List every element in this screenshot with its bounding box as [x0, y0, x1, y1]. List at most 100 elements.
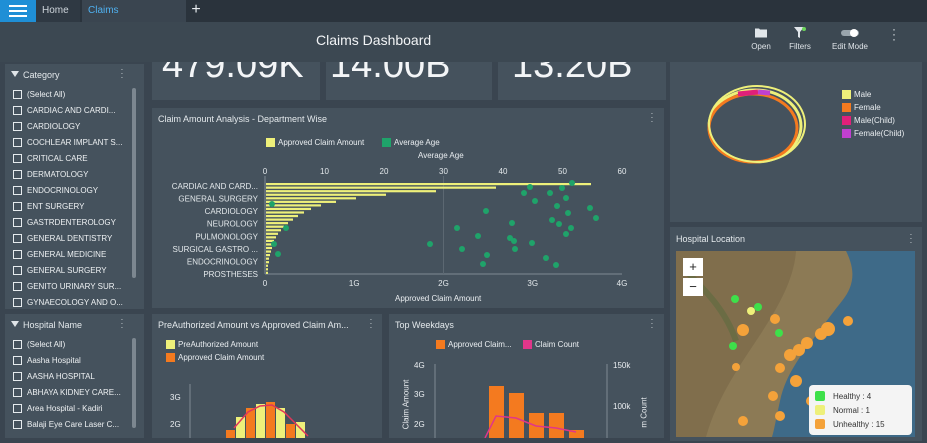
map-marker[interactable]	[754, 303, 762, 311]
filter-item[interactable]: ENT SURGERY	[13, 198, 131, 214]
category-menu-icon[interactable]: · · ·	[120, 65, 124, 82]
map-marker[interactable]	[801, 337, 813, 349]
collapse-icon[interactable]	[11, 321, 19, 327]
map-marker[interactable]	[843, 316, 853, 326]
checkbox[interactable]	[13, 265, 22, 275]
map-marker[interactable]	[731, 295, 739, 303]
age-point	[549, 217, 555, 223]
weekday-bars	[434, 364, 608, 438]
filter-item[interactable]: GYNAECOLOGY AND O...	[13, 294, 131, 310]
checkbox[interactable]	[13, 105, 22, 115]
filter-item-label: CARDIOLOGY	[27, 121, 81, 131]
checkbox[interactable]	[13, 355, 22, 365]
filter-item[interactable]: CRITICAL CARE	[13, 150, 131, 166]
bar	[266, 186, 496, 189]
map-marker[interactable]	[732, 363, 740, 371]
checkbox[interactable]	[13, 153, 22, 163]
zoom-out-button[interactable]: −	[683, 278, 703, 296]
checkbox[interactable]	[13, 281, 22, 291]
checkbox[interactable]	[13, 201, 22, 211]
checkbox[interactable]	[13, 185, 22, 195]
checkbox[interactable]	[13, 121, 22, 131]
tab-home[interactable]: Home	[36, 0, 80, 22]
map-marker[interactable]	[747, 307, 755, 315]
filter-item[interactable]: CARDIAC AND CARDI...	[13, 102, 131, 118]
legend-healthy: Healthy : 4	[815, 389, 906, 403]
filter-item[interactable]: ABHAYA KIDNEY CARE...	[13, 384, 131, 400]
filter-item[interactable]: GENERAL DENTISTRY	[13, 230, 131, 246]
map-canvas[interactable]	[676, 251, 915, 437]
hospital-scrollbar[interactable]	[132, 338, 136, 428]
filter-item[interactable]: ENDOCRINOLOGY	[13, 182, 131, 198]
legend-swatch	[815, 419, 825, 429]
checkbox[interactable]	[13, 387, 22, 397]
page-title: Claims Dashboard	[316, 32, 432, 48]
checkbox[interactable]	[13, 403, 22, 413]
map-marker[interactable]	[790, 375, 802, 387]
add-tab-button[interactable]: +	[191, 1, 201, 18]
menu-icon[interactable]	[0, 0, 36, 22]
checkbox[interactable]	[13, 419, 22, 429]
map-marker[interactable]	[821, 322, 835, 336]
dept-chart-menu-icon[interactable]: · · ·	[650, 109, 654, 126]
map-marker[interactable]	[793, 344, 805, 356]
category-label: NEUROLOGY	[207, 220, 259, 229]
age-point	[271, 241, 277, 247]
tab-bar: Home Claims Dashboard× +	[0, 0, 927, 38]
filter-item[interactable]: COCHLEAR IMPLANT S...	[13, 134, 131, 150]
checkbox[interactable]	[13, 297, 22, 307]
checkbox[interactable]	[13, 339, 22, 349]
map-marker[interactable]	[768, 391, 778, 401]
collapse-icon[interactable]	[11, 71, 19, 77]
edit-mode-toggle[interactable]: Edit Mode	[828, 27, 872, 51]
filter-item[interactable]: GENERAL MEDICINE	[13, 246, 131, 262]
age-point	[568, 225, 574, 231]
open-button[interactable]: Open	[750, 27, 772, 51]
checkbox[interactable]	[13, 89, 22, 99]
map-menu-icon[interactable]: · · ·	[909, 230, 913, 247]
weekday-chart-panel: Top Weekdays · · · Approved Claim... Claim…	[389, 314, 664, 438]
map-marker[interactable]	[729, 342, 737, 350]
more-options-icon[interactable]: · · ·	[892, 22, 896, 46]
age-point	[275, 251, 281, 257]
category-scrollbar[interactable]	[132, 88, 136, 278]
filter-item[interactable]: AASHA HOSPITAL	[13, 368, 131, 384]
age-point	[563, 195, 569, 201]
bar	[266, 229, 281, 232]
filter-item[interactable]: (Select All)	[13, 86, 131, 102]
tab-claims-dashboard[interactable]: Claims Dashboard×	[82, 0, 186, 38]
legend-approved: Approved Claim...	[436, 340, 512, 350]
zoom-in-button[interactable]: +	[683, 258, 703, 276]
map-marker[interactable]	[775, 329, 783, 337]
weekday-menu-icon[interactable]: · · ·	[650, 315, 654, 332]
folder-icon	[755, 28, 767, 38]
preauth-menu-icon[interactable]: · · ·	[369, 315, 373, 332]
checkbox[interactable]	[13, 137, 22, 147]
filter-item[interactable]: Area Hospital - Kadiri	[13, 400, 131, 416]
filter-item[interactable]: CARDIOLOGY	[13, 118, 131, 134]
filter-item[interactable]: GASTRDENTEROLOGY	[13, 214, 131, 230]
map-marker[interactable]	[775, 411, 785, 421]
filters-button[interactable]: Filters	[786, 27, 814, 51]
hospital-menu-icon[interactable]: · · ·	[120, 315, 124, 332]
map-marker[interactable]	[770, 314, 780, 324]
checkbox[interactable]	[13, 249, 22, 259]
checkbox[interactable]	[13, 233, 22, 243]
checkbox[interactable]	[13, 169, 22, 179]
age-point	[547, 190, 553, 196]
filter-item[interactable]: (Select All)	[13, 336, 131, 352]
filter-item[interactable]: GENITO URINARY SUR...	[13, 278, 131, 294]
map-marker[interactable]	[784, 349, 796, 361]
y-tick-left: 3G	[414, 390, 425, 399]
map-marker[interactable]	[737, 324, 749, 336]
filter-item[interactable]: GENERAL SURGERY	[13, 262, 131, 278]
filter-item[interactable]: Balaji Eye Care Laser C...	[13, 416, 131, 432]
map-marker[interactable]	[738, 416, 748, 426]
bar	[266, 211, 304, 214]
legend-label: PreAuthorized Amount	[178, 340, 259, 349]
filter-item[interactable]: DERMATOLOGY	[13, 166, 131, 182]
filter-item[interactable]: Aasha Hospital	[13, 352, 131, 368]
checkbox[interactable]	[13, 371, 22, 381]
map-marker[interactable]	[775, 363, 785, 373]
checkbox[interactable]	[13, 217, 22, 227]
